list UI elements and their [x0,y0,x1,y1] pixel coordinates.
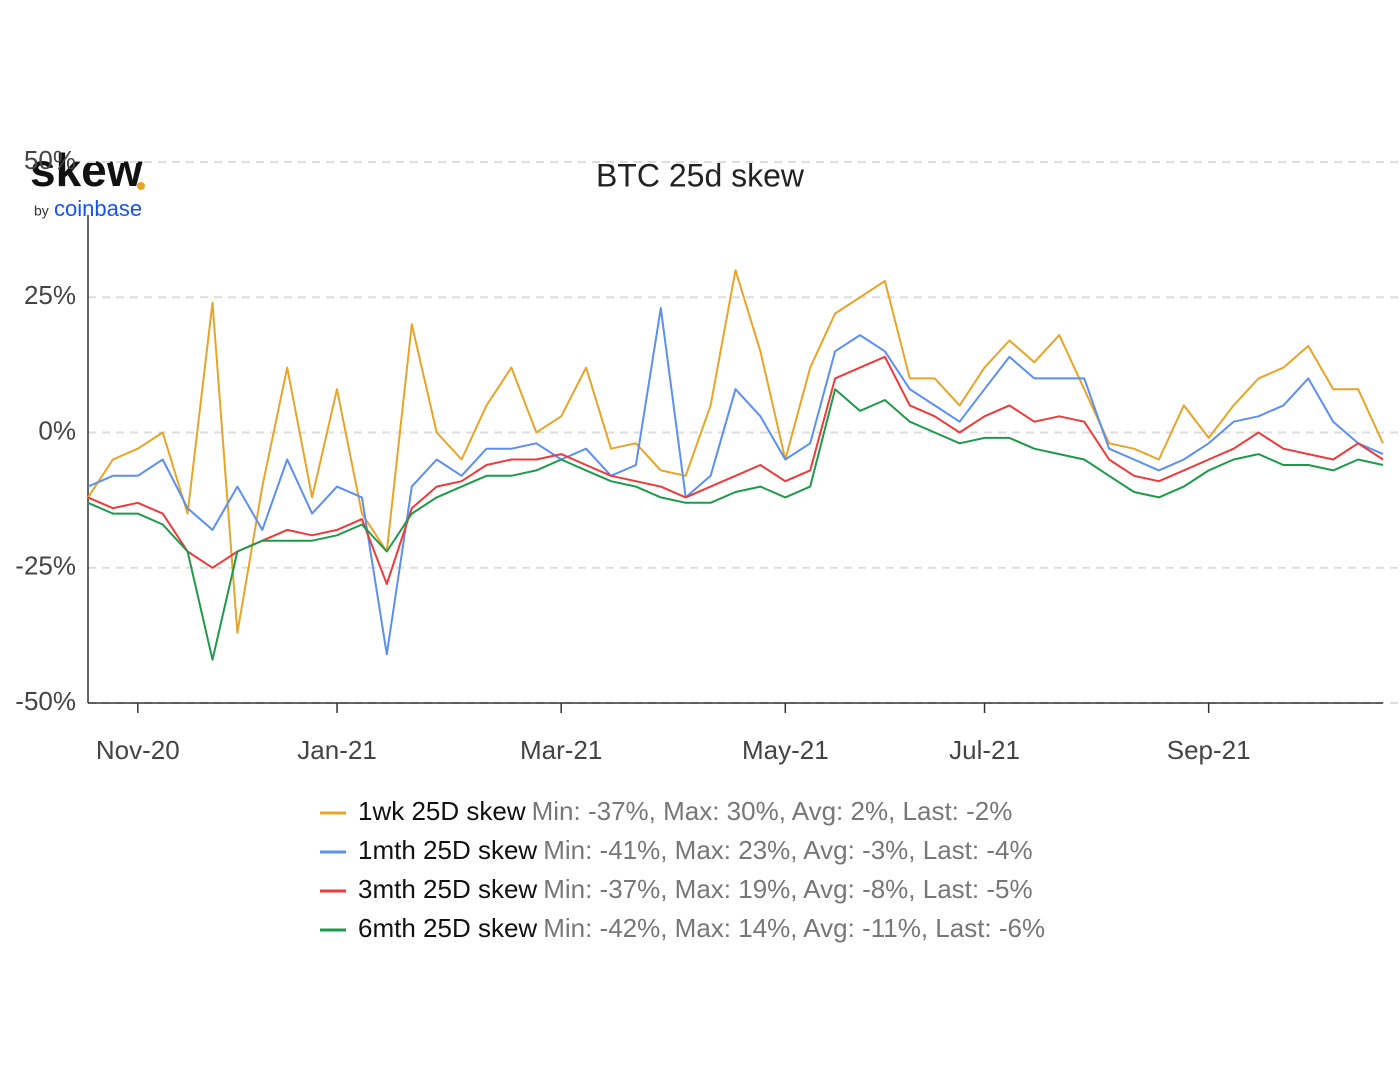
series-line [87,307,1384,656]
legend-name: 6mth 25D skew [358,913,537,943]
legend-name: 3mth 25D skew [358,874,537,904]
legend-stats: Min: -41%, Max: 23%, Avg: -3%, Last: -4% [543,835,1032,865]
legend-entry: 6mth 25D skew Min: -42%, Max: 14%, Avg: -… [358,913,1045,943]
series-line [87,269,1384,634]
y-tick-label: 0% [38,415,76,445]
x-tick-label: Jan-21 [297,735,377,765]
x-tick-label: Jul-21 [949,735,1020,765]
chart-title: BTC 25d skew [596,157,805,193]
logo-dot [137,182,145,190]
legend-name: 1mth 25D skew [358,835,537,865]
x-tick-label: Mar-21 [520,735,602,765]
series-line [87,388,1384,661]
legend-stats: Min: -37%, Max: 19%, Avg: -8%, Last: -5% [543,874,1032,904]
legend-stats: Min: -37%, Max: 30%, Avg: 2%, Last: -2% [532,796,1013,826]
x-tick-label: May-21 [742,735,829,765]
x-tick-label: Nov-20 [96,735,180,765]
logo-brand: coinbase [54,196,142,221]
legend-stats: Min: -42%, Max: 14%, Avg: -11%, Last: -6… [543,913,1045,943]
y-tick-label: 50% [24,145,76,175]
legend-name: 1wk 25D skew [358,796,526,826]
legend-entry: 1mth 25D skew Min: -41%, Max: 23%, Avg: -… [358,835,1033,865]
legend-entry: 1wk 25D skew Min: -37%, Max: 30%, Avg: 2%… [358,796,1012,826]
y-tick-label: -50% [15,686,76,716]
y-tick-label: 25% [24,280,76,310]
legend-entry: 3mth 25D skew Min: -37%, Max: 19%, Avg: -… [358,874,1033,904]
logo-by: by [34,203,49,219]
series-line [87,355,1384,585]
logo-name: skew [30,144,143,196]
x-tick-label: Sep-21 [1167,735,1251,765]
y-tick-label: -25% [15,551,76,581]
